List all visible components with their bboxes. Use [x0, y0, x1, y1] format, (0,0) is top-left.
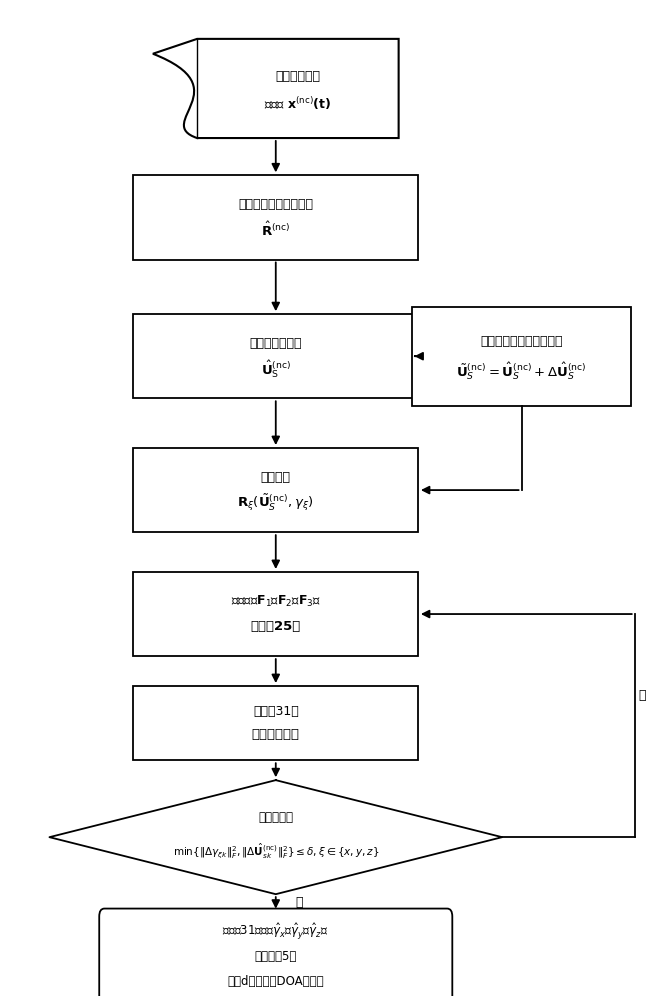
Polygon shape — [49, 780, 502, 894]
Text: 号矢量 $\mathbf{x}^{\mathrm{(nc)}}\mathbf{(t)}$: 号矢量 $\mathbf{x}^{\mathrm{(nc)}}\mathbf{(… — [264, 95, 331, 112]
FancyBboxPatch shape — [99, 909, 453, 1000]
Text: 由式（31）: 由式（31） — [253, 705, 299, 718]
Text: 改进的信号子空间估计：: 改进的信号子空间估计： — [480, 335, 563, 348]
Text: $\hat{\mathbf{R}}^{\mathrm{(nc)}}$: $\hat{\mathbf{R}}^{\mathrm{(nc)}}$ — [261, 221, 291, 239]
Text: $\min\{\|\Delta\gamma_{\xi k}\|^2_F, \|\Delta\hat{\mathbf{U}}^{\mathrm{(nc)}}_{s: $\min\{\|\Delta\gamma_{\xi k}\|^2_F, \|\… — [172, 842, 379, 861]
Text: $\hat{\mathbf{U}}^{\mathrm{(nc)}}_{\mathrm{S}}$: $\hat{\mathbf{U}}^{\mathrm{(nc)}}_{\math… — [261, 358, 291, 380]
Bar — [134, 314, 418, 398]
Bar — [134, 686, 418, 760]
Text: $\mathbf{R}_{\xi}(\tilde{\mathbf{U}}^{\mathrm{(nc)}}_{S}, \gamma_{\xi})$: $\mathbf{R}_{\xi}(\tilde{\mathbf{U}}^{\m… — [238, 492, 314, 513]
Text: 建立矩阵$\mathbf{F}_1$，$\mathbf{F}_2$，$\mathbf{F}_3$，: 建立矩阵$\mathbf{F}_1$，$\mathbf{F}_2$，$\math… — [231, 594, 321, 609]
Bar — [134, 448, 418, 532]
Text: 扩张的接收信: 扩张的接收信 — [275, 70, 320, 83]
Text: 根据式（5）: 根据式（5） — [255, 950, 297, 963]
PathPatch shape — [153, 39, 399, 138]
Text: 是: 是 — [295, 896, 303, 909]
Text: 由式（31）得到$\hat{\gamma}_x$，$\hat{\gamma}_y$，$\hat{\gamma}_z$，: 由式（31）得到$\hat{\gamma}_x$，$\hat{\gamma}_y… — [223, 921, 329, 941]
Text: 建立代价函数: 建立代价函数 — [252, 728, 300, 741]
Text: 是否满足：: 是否满足： — [258, 811, 293, 824]
Text: 如式（25）: 如式（25） — [251, 620, 301, 633]
Text: 信号子空间估计: 信号子空间估计 — [250, 337, 302, 350]
Bar — [134, 572, 418, 656]
Text: 否: 否 — [639, 689, 646, 702]
Text: 残差矩阵: 残差矩阵 — [261, 471, 291, 484]
Text: $\tilde{\mathbf{U}}^{\mathrm{(nc)}}_{S} = \hat{\mathbf{U}}^{\mathrm{(nc)}}_{S} +: $\tilde{\mathbf{U}}^{\mathrm{(nc)}}_{S} … — [456, 360, 587, 382]
Text: 得到d个信源的DOA估计值: 得到d个信源的DOA估计值 — [227, 975, 324, 988]
Bar — [134, 175, 418, 260]
Text: 扩张的采样协方差矩阵: 扩张的采样协方差矩阵 — [238, 198, 313, 211]
Bar — [411, 307, 631, 406]
